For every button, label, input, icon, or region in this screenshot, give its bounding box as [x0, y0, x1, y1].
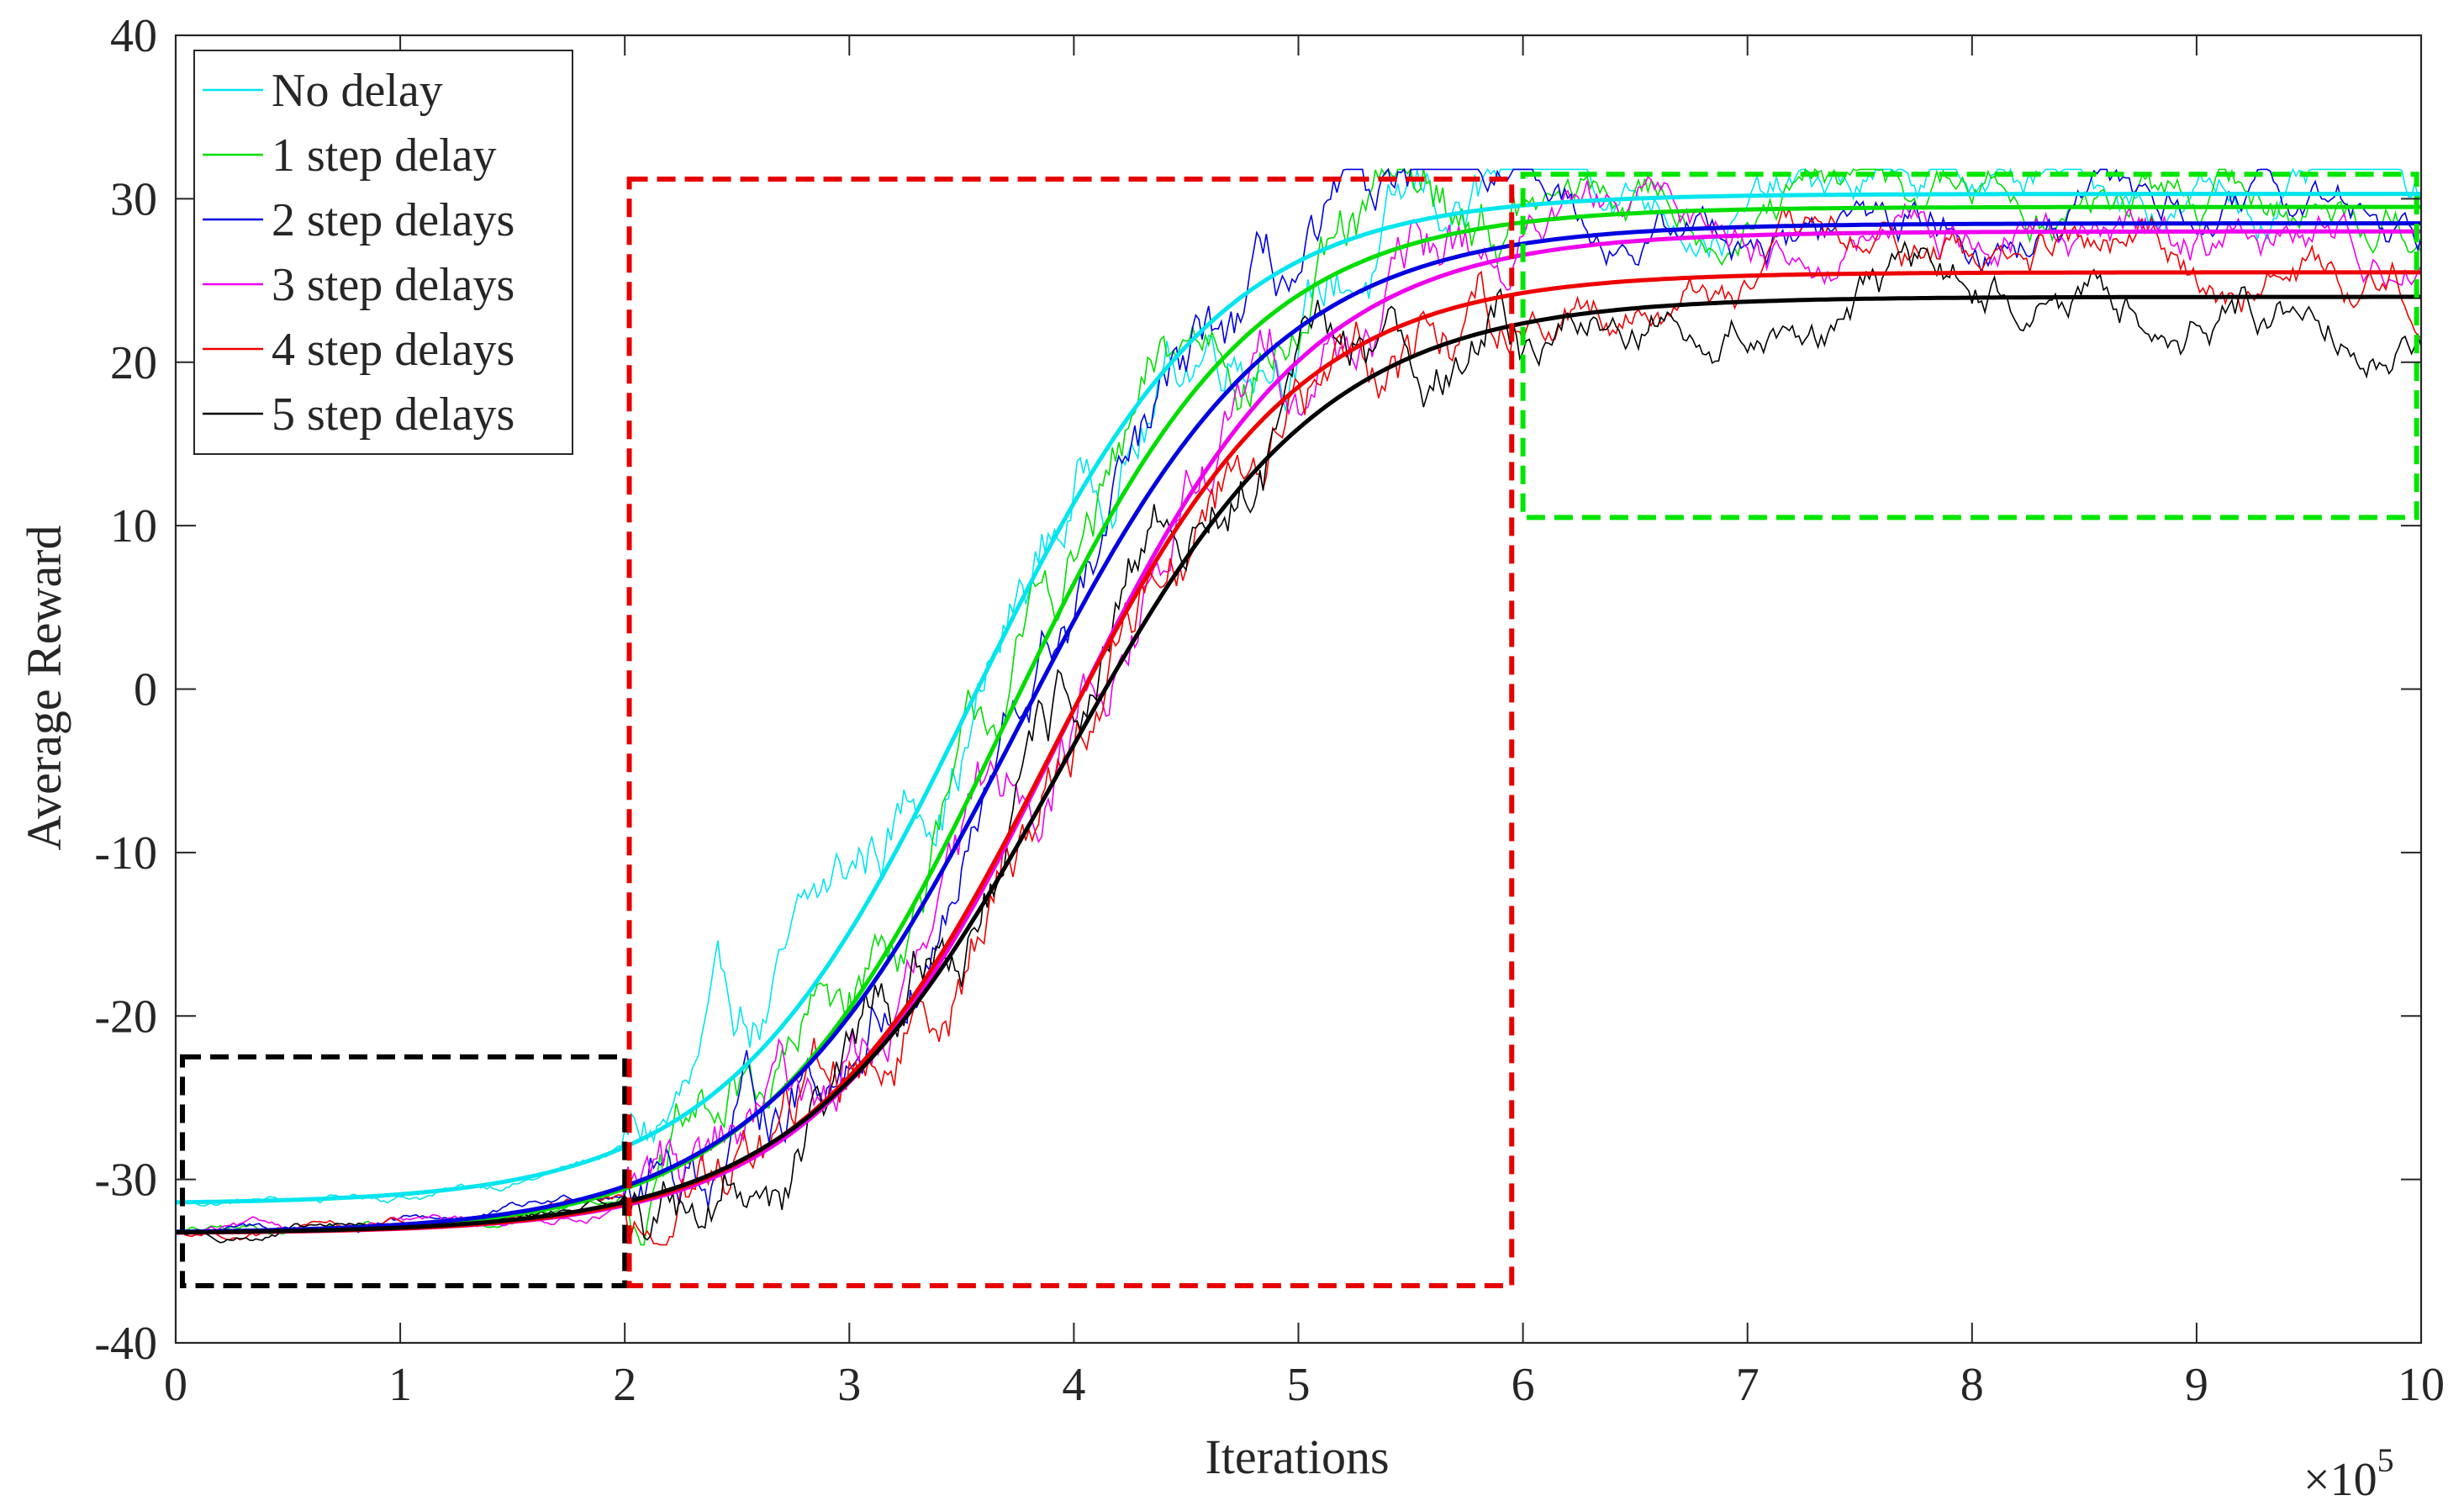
y-tick-label: 30 [110, 173, 157, 225]
x-tick-label: 0 [164, 1359, 187, 1411]
legend-label-5-step-delays: 5 step delays [272, 388, 514, 441]
y-tick-label: 20 [110, 337, 157, 389]
x-axis-multiplier: ×105 [2303, 1441, 2394, 1506]
raw-curve-3-step-delays [175, 175, 2422, 1234]
tick-labels: 0 1 2 3 4 5 6 7 8 9 10 -40 -30 -20 -10 0 10 20 30 40 [94, 10, 2445, 1411]
smoothed-curve-no-delay [175, 192, 2421, 1205]
legend-label-2-step-delays: 2 step delays [272, 194, 514, 246]
raw-curve-2-step-delays [175, 167, 2422, 1236]
x-tick-label: 2 [613, 1359, 636, 1411]
x-multiplier-exponent: 5 [2377, 1441, 2394, 1479]
smoothed-curve-5-step-delays [176, 294, 2421, 1234]
x-tick-label: 9 [2185, 1359, 2208, 1411]
y-tick-label: -20 [94, 991, 157, 1043]
initial-phase-box [180, 1054, 628, 1288]
phase-boxes [180, 172, 2419, 1288]
y-axis-label: Average Reward [17, 526, 71, 851]
x-tick-label: 3 [837, 1359, 861, 1411]
x-axis-label: Iterations [1205, 1429, 1389, 1484]
legend-label-3-step-delays: 3 step delays [272, 259, 514, 311]
legend-label-no-delay: No delay [272, 65, 443, 117]
y-tick-label: 10 [110, 500, 157, 552]
y-tick-label: -10 [94, 827, 157, 880]
x-tick-label: 1 [388, 1359, 412, 1411]
legend: No delay 1 step delay 2 step delays 3 step … [193, 50, 573, 455]
learning-phase-box [626, 177, 1515, 1288]
x-tick-label: 8 [1960, 1359, 1984, 1411]
x-tick-label: 7 [1736, 1359, 1760, 1411]
x-multiplier-base: ×10 [2303, 1454, 2377, 1506]
smoothed-curves [175, 192, 2421, 1235]
converged-phase-box [1520, 172, 2419, 520]
legend-label-4-step-delays: 4 step delays [272, 324, 514, 376]
x-tick-label: 6 [1512, 1359, 1535, 1411]
smoothed-curve-1-step-delay [175, 204, 2421, 1234]
x-tick-label: 4 [1062, 1359, 1085, 1411]
y-tick-label: 40 [110, 10, 157, 62]
legend-label-1-step-delay: 1 step delay [272, 129, 496, 182]
y-tick-label: 0 [134, 664, 157, 716]
x-tick-label: 5 [1287, 1359, 1311, 1411]
smoothed-curve-2-step-delays [175, 221, 2421, 1234]
y-tick-label: -40 [94, 1318, 157, 1370]
raw-curve-5-step-delays [175, 240, 2422, 1244]
x-tick-label: 10 [2398, 1359, 2445, 1411]
legend-box [193, 50, 573, 455]
y-tick-label: -30 [94, 1155, 157, 1207]
